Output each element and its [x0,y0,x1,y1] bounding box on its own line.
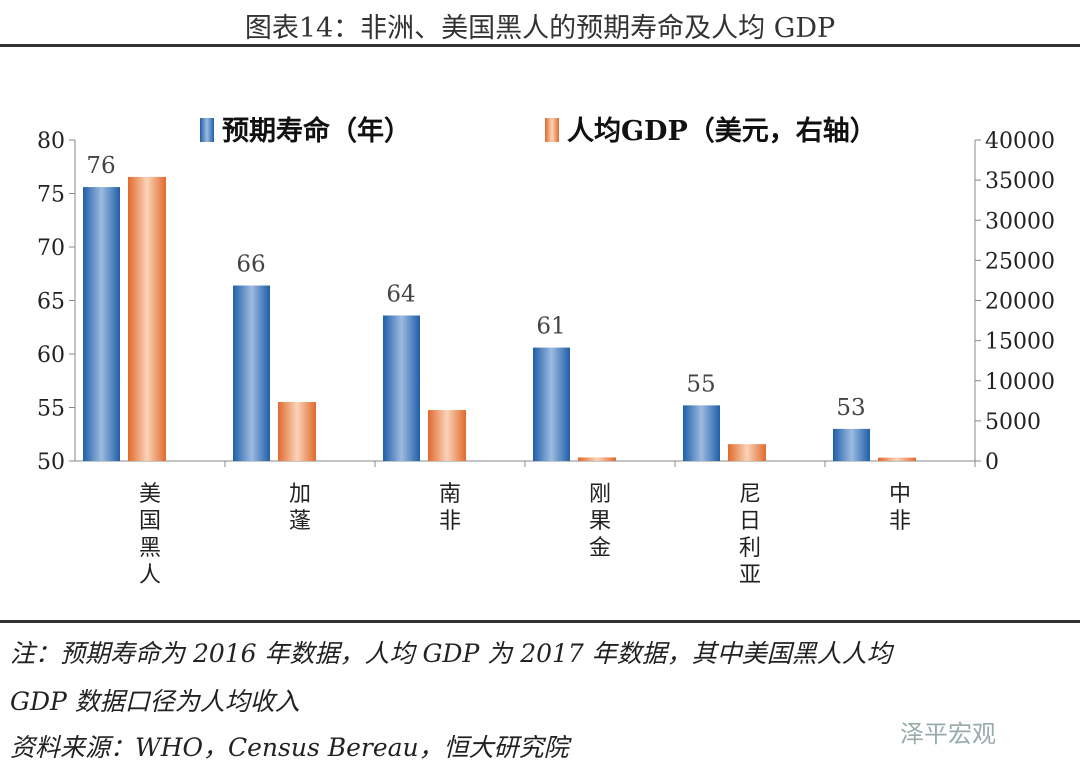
note-line-1: 注：预期寿命为 2016 年数据，人均 GDP 为 2017 年数据，其中美国黑… [10,639,892,668]
category-label: 日 [739,509,761,534]
bar-gdp-per-capita [278,402,316,461]
source-note: 资料来源：WHO，Census Bereau，恒大研究院 [10,733,569,762]
left-tick-label: 55 [37,397,65,422]
category-label: 人 [139,563,161,588]
category-label: 黑 [139,536,161,561]
left-tick-label: 80 [37,129,65,154]
category-label: 国 [139,509,161,534]
category-label: 利 [739,536,761,561]
left-tick-label: 75 [37,183,65,208]
bar-data-label: 55 [686,371,715,397]
category-label: 金 [589,536,611,561]
legend-swatch-life [200,118,214,142]
category-label: 尼 [739,482,761,507]
chart: 50 55 60 65 70 75 80 0 5000 10000 15000 20000 25000 3… [37,115,1055,588]
bar-gdp-per-capita [428,410,466,461]
bar-data-label: 76 [86,153,115,179]
category-label: 亚 [739,563,761,588]
bar-life-expectancy [533,347,570,461]
bar-gdp-per-capita [578,457,616,461]
bar-life-expectancy [83,187,120,461]
chart-title: 图表14：非洲、美国黑人的预期寿命及人均 GDP [244,13,836,44]
bar-gdp-per-capita [128,176,166,462]
note-line-2: GDP 数据口径为人均收入 [10,687,300,716]
watermark: 泽平宏观 [900,720,996,748]
bar-data-label: 61 [536,314,565,340]
legend-swatch-gdp [545,118,559,142]
category-label: 加 [289,482,311,507]
left-tick-label: 65 [37,290,65,315]
bar-life-expectancy [833,428,870,461]
bottom-divider [0,620,1080,623]
bar-data-label: 66 [236,252,265,278]
bar-data-label: 53 [836,395,865,421]
bar-life-expectancy [233,285,270,461]
right-tick-label: 10000 [985,370,1055,395]
right-tick-label: 35000 [985,169,1055,194]
category-label: 果 [589,509,611,534]
legend-label-gdp: 人均GDP（美元，右轴） [567,115,877,147]
category-label: 非 [439,509,461,534]
right-tick-label: 5000 [985,410,1041,435]
bar-data-label: 64 [386,281,415,307]
category-label: 中 [889,482,911,507]
category-label: 美 [139,482,161,507]
left-tick-label: 60 [37,343,65,368]
right-tick-label: 15000 [985,330,1055,355]
right-tick-label: 25000 [985,249,1055,274]
bar-life-expectancy [383,315,420,461]
right-tick-label: 40000 [985,129,1055,154]
right-tick-label: 20000 [985,290,1055,315]
category-label: 刚 [589,482,611,507]
bar-gdp-per-capita [878,457,916,461]
left-tick-label: 50 [37,450,65,475]
legend-label-life: 预期寿命（年） [222,115,411,147]
category-label: 非 [889,509,911,534]
bar-gdp-per-capita [728,444,766,461]
right-tick-label: 30000 [985,209,1055,234]
right-tick-label: 0 [985,450,999,475]
top-divider [0,44,1080,47]
category-label: 蓬 [289,509,311,534]
category-label: 南 [439,482,461,507]
left-tick-label: 70 [37,236,65,261]
bar-life-expectancy [683,405,720,461]
